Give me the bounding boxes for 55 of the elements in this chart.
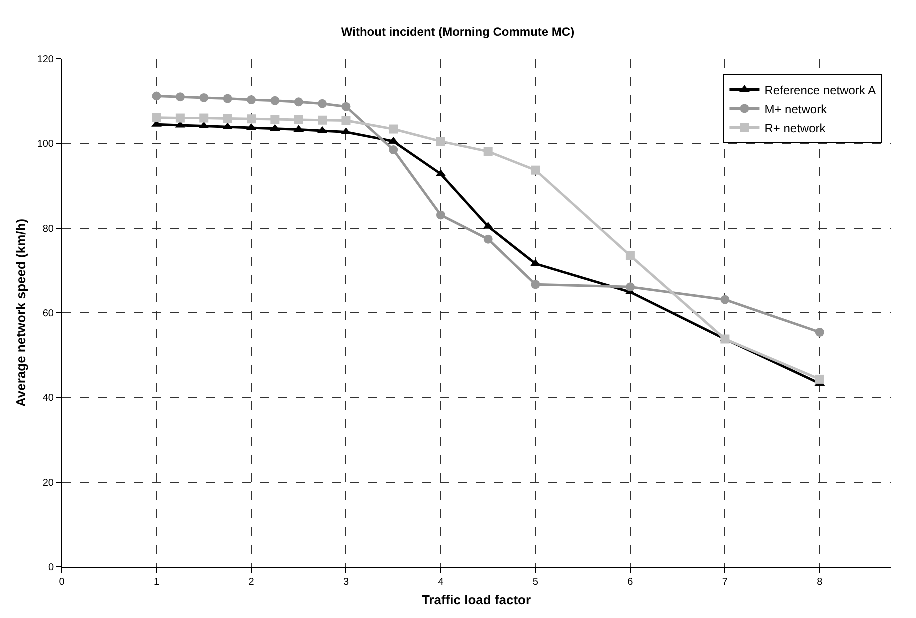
y-tick-label: 20 bbox=[42, 478, 54, 489]
point bbox=[815, 328, 824, 337]
y-tick-label: 40 bbox=[42, 393, 54, 404]
chart-title: Without incident (Morning Commute MC) bbox=[341, 25, 575, 40]
point bbox=[152, 92, 162, 101]
point bbox=[626, 251, 635, 260]
point bbox=[815, 374, 824, 384]
x-tick-label: 7 bbox=[722, 577, 728, 588]
legend-label: R+ network bbox=[764, 121, 827, 136]
point bbox=[176, 92, 185, 102]
x-tick-label: 0 bbox=[59, 577, 66, 588]
legend-label: Reference network A bbox=[764, 83, 876, 98]
x-tick-label: 1 bbox=[154, 577, 160, 588]
point bbox=[484, 234, 493, 244]
point bbox=[484, 147, 493, 156]
point bbox=[294, 98, 304, 107]
point bbox=[246, 96, 256, 105]
y-tick-label: 80 bbox=[42, 224, 54, 235]
y-axis-title: Average network speed (km/h) bbox=[13, 218, 28, 408]
point bbox=[389, 146, 398, 155]
point bbox=[294, 115, 304, 124]
point bbox=[436, 137, 446, 146]
point bbox=[436, 210, 446, 220]
x-tick-label: 8 bbox=[817, 577, 824, 588]
point bbox=[152, 113, 162, 122]
y-tick-label: 120 bbox=[37, 54, 54, 66]
x-tick-label: 6 bbox=[628, 577, 634, 588]
point bbox=[270, 115, 280, 124]
point bbox=[342, 102, 351, 112]
y-tick-label: 60 bbox=[42, 308, 54, 320]
point bbox=[246, 114, 256, 124]
point bbox=[531, 280, 540, 290]
point bbox=[318, 99, 328, 108]
legend-label: M+ network bbox=[764, 102, 828, 116]
point bbox=[342, 116, 351, 126]
point bbox=[626, 282, 635, 292]
point bbox=[200, 114, 209, 123]
point bbox=[531, 166, 540, 175]
x-axis-title: Traffic load factor bbox=[422, 592, 532, 608]
point bbox=[530, 259, 541, 266]
x-tick-label: 3 bbox=[343, 577, 350, 588]
point bbox=[176, 114, 185, 123]
point bbox=[720, 334, 730, 344]
x-tick-label: 5 bbox=[532, 577, 539, 588]
point bbox=[389, 124, 398, 134]
point bbox=[270, 96, 280, 106]
y-tick-label: 100 bbox=[37, 139, 54, 150]
y-tick-label: 0 bbox=[48, 562, 54, 574]
point bbox=[200, 93, 209, 102]
point bbox=[223, 114, 232, 124]
point bbox=[223, 94, 232, 104]
x-tick-label: 4 bbox=[438, 577, 444, 588]
x-tick-label: 2 bbox=[248, 577, 255, 588]
point bbox=[318, 116, 328, 125]
point bbox=[720, 295, 730, 304]
